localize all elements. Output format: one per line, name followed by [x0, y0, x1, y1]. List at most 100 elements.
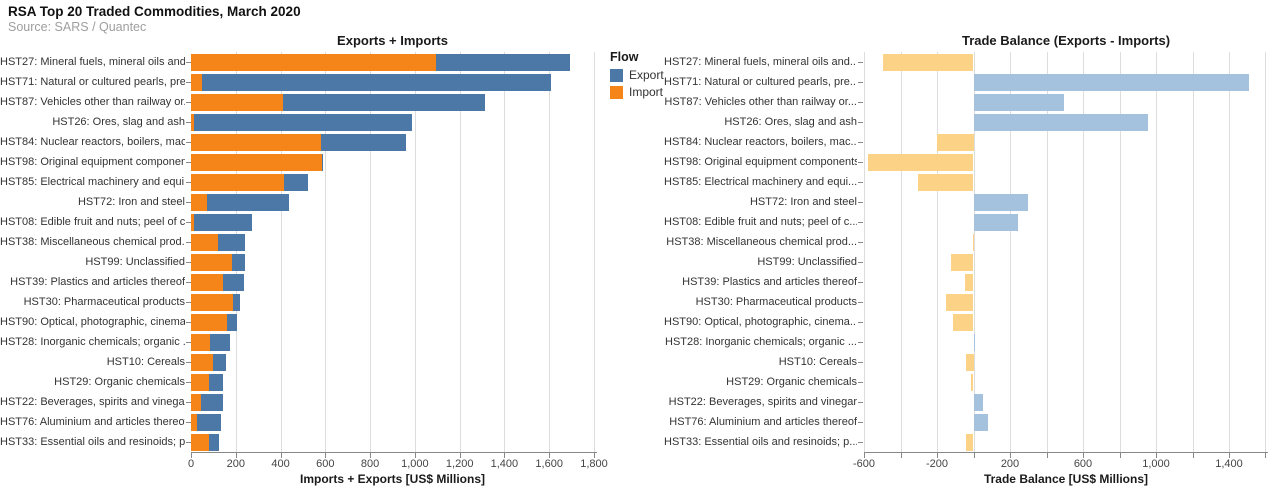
- import-bar-segment: [191, 353, 213, 371]
- x-tick-mark: [325, 453, 327, 458]
- x-tick-mark: [1265, 453, 1267, 458]
- y-axis-label: HST30: Pharmaceutical products: [23, 296, 185, 308]
- y-axis-label: HST27: Mineral fuels, mineral oils and..…: [664, 56, 857, 68]
- y-tick-mark: [186, 202, 191, 203]
- y-tick-mark: [186, 182, 191, 183]
- x-tick-mark: [370, 453, 372, 458]
- import-bar-segment: [191, 393, 202, 411]
- import-bar-segment: [191, 253, 232, 271]
- x-axis-tick-label: -600: [852, 458, 876, 470]
- positive-balance-bar: [973, 333, 975, 351]
- x-tick-mark: [973, 453, 975, 458]
- legend-title: Flow: [610, 50, 639, 64]
- y-axis-label: HST98: Original equipment components: [664, 156, 857, 168]
- import-bar-segment: [191, 173, 284, 191]
- x-tick-mark: [1156, 453, 1157, 458]
- y-axis-label: HST10: Cereals: [778, 356, 857, 368]
- y-axis-label: HST22: Beverages, spirits and vinegar: [668, 396, 857, 408]
- gridline: [549, 52, 551, 452]
- y-tick-mark: [186, 282, 191, 283]
- y-tick-mark: [186, 222, 191, 223]
- negative-balance-bar: [952, 313, 974, 331]
- import-bar-segment: [191, 93, 283, 111]
- y-axis-label: HST39: Plastics and articles thereof: [682, 276, 857, 288]
- import-bar-segment: [191, 333, 210, 351]
- x-tick-mark: [864, 453, 865, 458]
- x-tick-mark: [1046, 453, 1048, 458]
- export-bar-segment: [223, 273, 245, 291]
- import-bar-segment: [191, 313, 227, 331]
- y-tick-mark: [186, 322, 191, 323]
- y-tick-mark: [186, 122, 191, 123]
- export-bar-segment: [208, 373, 224, 391]
- x-axis-tick-label: 1,600: [535, 458, 563, 470]
- export-bar-segment: [206, 193, 290, 211]
- export-bar-segment: [226, 313, 238, 331]
- left-chart-title: Exports + Imports: [337, 33, 448, 48]
- y-axis-label: HST38: Miscellaneous chemical prod...: [0, 236, 185, 248]
- x-axis-tick-label: 200: [226, 458, 245, 470]
- y-tick-mark: [858, 342, 863, 343]
- y-tick-mark: [858, 122, 863, 123]
- y-tick-mark: [858, 302, 863, 303]
- positive-balance-bar: [973, 213, 1018, 231]
- import-bar-segment: [191, 293, 233, 311]
- x-tick-mark: [549, 453, 551, 458]
- x-axis-tick-label: 1,400: [1215, 458, 1243, 470]
- negative-balance-bar: [970, 373, 974, 391]
- legend-export-label: Export: [629, 68, 664, 82]
- import-bar-segment: [191, 193, 207, 211]
- export-bar-segment: [194, 213, 253, 231]
- x-axis-tick-label: 400: [271, 458, 290, 470]
- x-tick-mark: [191, 453, 192, 458]
- y-tick-mark: [858, 442, 863, 443]
- negative-balance-bar: [937, 133, 974, 151]
- x-axis-tick-label: 1,000: [401, 458, 429, 470]
- gridline: [235, 52, 237, 452]
- positive-balance-bar: [973, 73, 1249, 91]
- export-bar-segment: [194, 113, 412, 131]
- y-tick-mark: [186, 62, 191, 63]
- y-tick-mark: [858, 282, 863, 283]
- gridline: [864, 52, 865, 452]
- x-axis-tick-label: 1,200: [445, 458, 474, 470]
- gridline: [594, 52, 595, 452]
- x-tick-mark: [1083, 453, 1084, 458]
- y-tick-mark: [858, 162, 863, 163]
- export-bar-segment: [218, 233, 245, 251]
- export-color-swatch: [610, 68, 623, 82]
- export-bar-segment: [197, 413, 222, 431]
- x-tick-mark: [459, 453, 461, 458]
- positive-balance-bar: [973, 413, 988, 431]
- export-bar-segment: [231, 253, 245, 271]
- y-tick-mark: [858, 202, 863, 203]
- y-tick-mark: [858, 62, 863, 63]
- y-axis-label: HST29: Organic chemicals: [54, 376, 185, 388]
- x-axis-tick-label: -200: [925, 458, 949, 470]
- y-tick-mark: [186, 382, 191, 383]
- x-tick-mark: [504, 453, 506, 458]
- y-tick-mark: [186, 342, 191, 343]
- x-axis-tick-label: 1,000: [1142, 458, 1170, 470]
- gridline: [1229, 52, 1230, 452]
- export-bar-segment: [202, 73, 552, 91]
- gridline: [1156, 52, 1157, 452]
- gridline: [1265, 52, 1267, 452]
- legend-item-export[interactable]: Export: [610, 68, 664, 82]
- legend-item-import[interactable]: Import: [610, 85, 664, 99]
- y-tick-mark: [858, 262, 863, 263]
- x-tick-mark: [937, 453, 938, 458]
- import-color-swatch: [610, 85, 623, 99]
- x-tick-mark: [280, 453, 282, 458]
- y-tick-mark: [186, 442, 191, 443]
- export-bar-segment: [322, 153, 324, 171]
- y-axis-label: HST10: Cereals: [106, 356, 185, 368]
- x-axis-title: Imports + Exports [US$ Millions]: [299, 472, 486, 486]
- export-bar-segment: [283, 173, 309, 191]
- x-axis-tick-label: 200: [1000, 458, 1020, 470]
- negative-balance-bar: [945, 293, 974, 311]
- y-tick-mark: [186, 402, 191, 403]
- y-tick-mark: [186, 422, 191, 423]
- page-source: Source: SARS / Quantec: [8, 20, 147, 34]
